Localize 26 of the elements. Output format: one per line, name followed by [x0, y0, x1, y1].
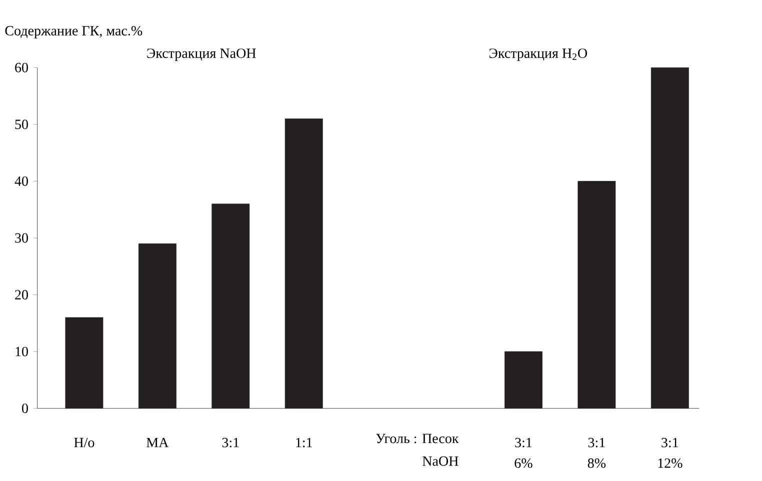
- y-tick-label: 30: [15, 233, 28, 243]
- x-tick-label: Н/о: [74, 438, 94, 448]
- bar: [284, 118, 323, 409]
- text: Уголь : Песок: [376, 434, 459, 444]
- bar: [65, 317, 104, 409]
- y-tick-label: 60: [15, 63, 28, 72]
- x-tick-label: 3:1: [222, 438, 239, 448]
- x-tick-label: 1:1: [296, 438, 312, 448]
- x-tick-label: МА: [146, 438, 169, 448]
- y-axis-title: Содержание ГК, мас.%: [5, 26, 142, 38]
- bar: [212, 204, 250, 409]
- bar: [578, 181, 616, 409]
- y-tick-label: 10: [16, 347, 28, 356]
- x-tick-label: 3:1 12%: [658, 438, 682, 468]
- y-tick-label: 0: [22, 404, 28, 414]
- x-tick-label: 3:1 6%: [514, 438, 532, 468]
- y-tick-label: 20: [15, 290, 28, 300]
- y-tick-label: 40: [14, 176, 28, 186]
- bar: [138, 244, 176, 409]
- text: NaOH: [422, 456, 458, 466]
- text: Экстракция NaOH: [147, 48, 256, 62]
- bar: [504, 352, 542, 409]
- bar: [650, 68, 689, 409]
- text: Экстракция H$_{2}$O: [489, 48, 588, 62]
- x-tick-label: 3:1 8%: [588, 438, 606, 468]
- y-tick-label: 50: [15, 120, 28, 130]
